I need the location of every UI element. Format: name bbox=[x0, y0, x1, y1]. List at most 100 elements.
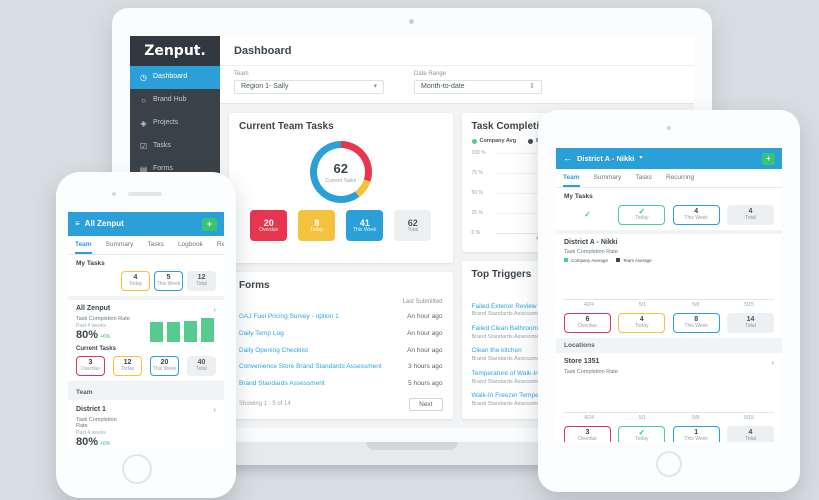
team-filter: Team Region 1- Sally ▾ bbox=[234, 71, 384, 95]
stat-total: 4 Total bbox=[726, 425, 774, 442]
forms-column-header: Last Submitted bbox=[402, 299, 443, 306]
tab-tasks[interactable]: Tasks bbox=[147, 241, 164, 248]
phone-my-tasks-card: My Tasks 4 Today 5 This Week 12 Total bbox=[68, 254, 224, 296]
tablet-screen: ← District A - Nikki ▾ + Team Summary Ta… bbox=[556, 148, 782, 442]
y-tick: 25 % bbox=[471, 209, 483, 216]
form-link[interactable]: GAJ Fuel Pricing Survey - option 1 bbox=[239, 313, 339, 321]
my-tasks-title: My Tasks bbox=[76, 259, 105, 267]
mini-bar-chart bbox=[150, 316, 214, 342]
form-time: 3 hours ago bbox=[408, 363, 443, 371]
date-range-value: Month-to-date bbox=[421, 83, 465, 91]
stat-today: 4 Today bbox=[618, 312, 666, 333]
tab-recurring[interactable]: Recurring bbox=[665, 174, 695, 181]
metric-label: Task Completion Rate bbox=[564, 248, 618, 255]
stat-today: 8 Today bbox=[298, 210, 336, 242]
form-link[interactable]: Daily Temp Log bbox=[239, 329, 284, 337]
chevron-down-icon[interactable]: ▾ bbox=[639, 154, 643, 161]
tab-summary[interactable]: Summary bbox=[105, 241, 134, 248]
tab-team[interactable]: Team bbox=[563, 169, 580, 187]
stat-today-clear: ✓ Today bbox=[618, 425, 666, 442]
bar-group bbox=[619, 380, 665, 412]
sidebar-item-forms[interactable]: ▤ Forms bbox=[130, 158, 220, 181]
tab-summary[interactable]: Summary bbox=[593, 174, 622, 181]
form-link[interactable]: Convenience Store Brand Standards Assess… bbox=[239, 363, 382, 371]
mini-bar-chart bbox=[126, 423, 214, 448]
tab-logbook[interactable]: Logbook bbox=[177, 241, 203, 248]
store-stats: 3 Overdue ✓ Today 1 This Week 4 Total bbox=[564, 425, 774, 442]
trigger-link[interactable]: Failed Clean Bathroom Review bbox=[471, 324, 562, 332]
tablet-home-button[interactable] bbox=[656, 451, 682, 477]
tab-recurring[interactable]: Recurring bbox=[216, 241, 224, 248]
form-row: GAJ Fuel Pricing Survey - option 1 An ho… bbox=[239, 309, 443, 326]
trigger-link[interactable]: Temperature of Walk-In bbox=[471, 369, 539, 377]
forms-icon: ▤ bbox=[139, 164, 148, 174]
x-tick: 5/8 bbox=[692, 414, 700, 421]
bar bbox=[184, 321, 197, 342]
date-range-filter: Date Range Month-to-date ⇕ bbox=[414, 71, 542, 95]
district-bar-chart bbox=[564, 268, 774, 300]
form-link[interactable]: Brand Standards Assessment bbox=[239, 380, 325, 388]
tab-team[interactable]: Team bbox=[75, 236, 92, 254]
add-button[interactable]: + bbox=[202, 217, 217, 231]
metric-label: Task Completion Rate bbox=[76, 316, 130, 323]
stat-today: 4 Today bbox=[121, 270, 150, 291]
date-range-select[interactable]: Month-to-date ⇕ bbox=[414, 80, 542, 95]
stat-total: 4 Total bbox=[726, 204, 774, 225]
page-title: Dashboard bbox=[220, 36, 694, 67]
trigger-link[interactable]: Clean the kitchen bbox=[471, 347, 522, 355]
legend-team-average: Team Average bbox=[615, 258, 652, 263]
donut-value: 62 bbox=[333, 161, 348, 177]
card-title: Forms bbox=[239, 280, 270, 292]
back-icon[interactable]: ← bbox=[563, 153, 572, 164]
trigger-link[interactable]: Failed Exterior Review bbox=[471, 302, 537, 310]
current-tasks-label: Current Tasks bbox=[76, 345, 116, 352]
sidebar-item-projects[interactable]: ◈ Projects bbox=[130, 112, 220, 135]
menu-icon[interactable]: ≡ bbox=[75, 219, 80, 229]
check-icon: ✓ bbox=[584, 209, 591, 219]
district-a-card: District A - Nikki Task Completion Rate … bbox=[556, 233, 782, 338]
add-button[interactable]: + bbox=[762, 152, 775, 165]
metric-period: Past 4 weeks bbox=[76, 322, 106, 329]
form-row: Brand Standards Assessment 5 hours ago bbox=[239, 376, 443, 393]
donut-center: 62 Current Tasks bbox=[316, 148, 365, 197]
metric-label: Task Completion Rate bbox=[564, 369, 618, 376]
phone-device: ≡ All Zenput + Team Summary Tasks Logboo… bbox=[56, 172, 236, 498]
tab-tasks[interactable]: Tasks bbox=[635, 174, 652, 181]
team-select-value: Region 1- Sally bbox=[241, 83, 289, 91]
sidebar-item-brand-hub[interactable]: ○ Brand Hub bbox=[130, 89, 220, 112]
legend-company-average: Company Average bbox=[564, 258, 608, 263]
tablet-app-header: ← District A - Nikki ▾ + bbox=[556, 148, 782, 169]
showing-count: Showing 1 - 5 of 14 bbox=[239, 400, 291, 407]
trigger-sub: Brand Standards Assessment bbox=[471, 333, 544, 340]
sidebar-item-tasks[interactable]: ☑ Tasks bbox=[130, 135, 220, 158]
form-link[interactable]: Daily Opening Checklist bbox=[239, 346, 309, 354]
district-1-card: District 1 › Task Completion Rate Past 4… bbox=[68, 399, 224, 448]
trigger-sub: Brand Standards Assessment bbox=[471, 400, 544, 407]
stat-this-week: 41 This Week bbox=[346, 210, 384, 242]
trigger-link[interactable]: Walk-In Freezer Temperature bbox=[471, 392, 556, 400]
tablet-my-tasks-card: My Tasks ✓ ✓ Today 4 This Week 4 bbox=[556, 187, 782, 230]
team-select[interactable]: Region 1- Sally ▾ bbox=[234, 80, 384, 95]
chart-legend: Company Average Team Average bbox=[564, 258, 774, 263]
next-button[interactable]: Next bbox=[409, 398, 443, 411]
stat-overdue: 20 Overdue bbox=[250, 210, 288, 242]
phone-screen: ≡ All Zenput + Team Summary Tasks Logboo… bbox=[68, 212, 224, 448]
chevron-right-icon[interactable]: › bbox=[213, 404, 216, 414]
sidebar-item-dashboard[interactable]: ◷ Dashboard bbox=[130, 66, 220, 89]
phone-camera bbox=[112, 192, 116, 196]
chevron-right-icon[interactable]: › bbox=[771, 357, 774, 367]
date-range-label: Date Range bbox=[414, 71, 447, 78]
phone-home-button[interactable] bbox=[122, 454, 152, 484]
bar bbox=[201, 318, 214, 342]
chevron-right-icon[interactable]: › bbox=[213, 304, 216, 314]
stat-this-week: 5 This Week bbox=[154, 270, 183, 291]
x-axis-labels: 4/24 5/1 5/8 5/15 bbox=[564, 302, 774, 308]
my-tasks-title: My Tasks bbox=[564, 192, 593, 200]
bar-group bbox=[566, 380, 612, 412]
stat-total: 14 Total bbox=[726, 312, 774, 333]
stat-this-week: 4 This Week bbox=[672, 204, 720, 225]
stat-overdue-clear: ✓ bbox=[564, 204, 611, 225]
metric-period: Past 4 weeks bbox=[76, 429, 106, 436]
team-filter-label: Team bbox=[234, 71, 249, 78]
stat-this-week: 8 This Week bbox=[672, 312, 720, 333]
